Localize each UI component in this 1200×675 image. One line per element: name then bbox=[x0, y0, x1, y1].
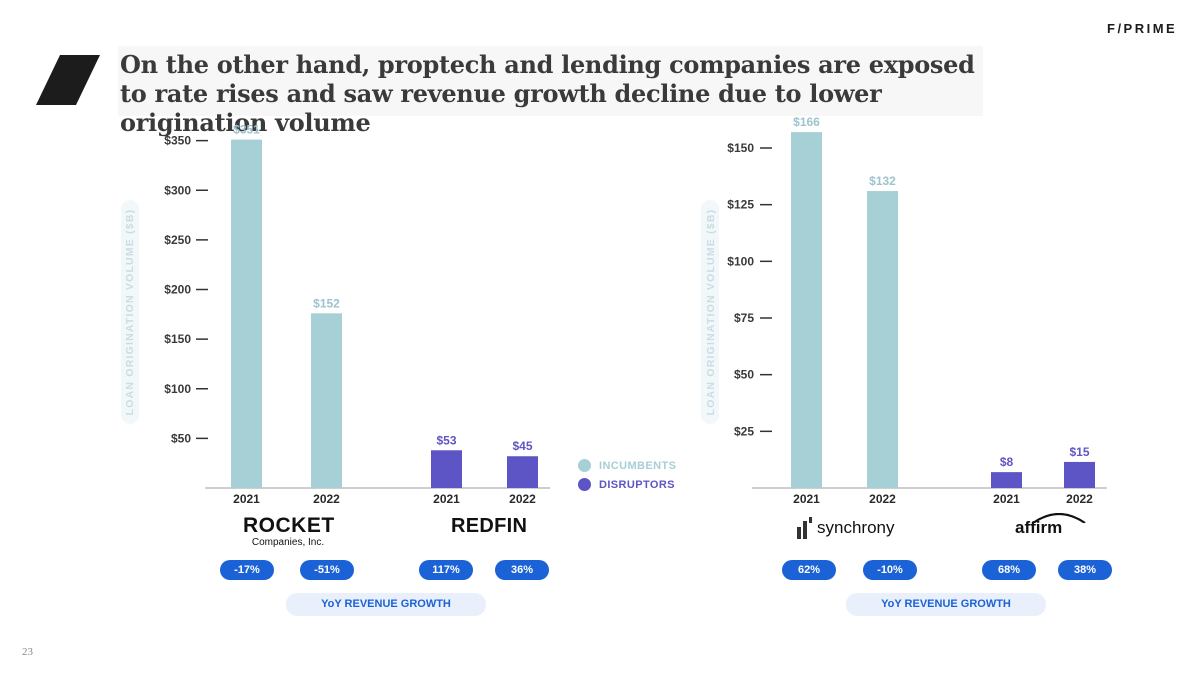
left-category-label-1: 2022 bbox=[313, 492, 340, 506]
right-tick-label-5: $150 bbox=[727, 141, 754, 155]
left-bar-value-label-3: $45 bbox=[512, 439, 532, 453]
left-tick-label-3: $200 bbox=[164, 283, 191, 297]
right-bar-value-label-3: $15 bbox=[1069, 445, 1089, 459]
right-bar-value-label-0: $166 bbox=[793, 115, 820, 129]
left-tick-label-2: $150 bbox=[164, 332, 191, 346]
legend-label-disruptors: DISRUPTORS bbox=[599, 478, 675, 491]
slide-title: On the other hand, proptech and lending … bbox=[120, 50, 975, 137]
growth-pill-affirm-2021: 68% bbox=[982, 560, 1036, 580]
legend-label-incumbents: INCUMBENTS bbox=[599, 459, 677, 472]
synchrony-logo: synchrony bbox=[797, 517, 894, 539]
left-category-label-2: 2021 bbox=[433, 492, 460, 506]
right-bar-3 bbox=[1064, 461, 1095, 488]
left-tick-label-0: $50 bbox=[171, 431, 191, 445]
growth-pill-redfin-2022: 36% bbox=[495, 560, 549, 580]
left-bar-value-label-1: $152 bbox=[313, 296, 340, 310]
left-y-axis-label: LOAN ORIGINATION VOLUME ($B) bbox=[124, 209, 136, 416]
incumbents-swatch bbox=[578, 459, 591, 472]
right-tick-label-1: $50 bbox=[734, 368, 754, 382]
left-bar-2 bbox=[431, 450, 462, 488]
right-bar-value-label-2: $8 bbox=[1000, 455, 1014, 469]
left-bar-1 bbox=[311, 313, 342, 488]
rocket-logo: ROCKET Companies, Inc. bbox=[243, 514, 335, 549]
left-category-label-0: 2021 bbox=[233, 492, 260, 506]
brand-logo: F/PRIME bbox=[1107, 21, 1178, 36]
right-bar-0 bbox=[791, 132, 822, 488]
slash-emblem-icon bbox=[36, 55, 100, 105]
right-category-label-2: 2021 bbox=[993, 492, 1020, 506]
left-ylabel-background bbox=[121, 200, 139, 424]
left-bar-value-label-0: $351 bbox=[233, 123, 260, 137]
right-bar-value-label-1: $132 bbox=[869, 174, 896, 188]
rocket-logo-subtitle: Companies, Inc. bbox=[251, 537, 325, 548]
right-y-axis-label: LOAN ORIGINATION VOLUME ($B) bbox=[705, 209, 717, 416]
right-ylabel-background bbox=[701, 200, 719, 424]
left-tick-label-5: $300 bbox=[164, 183, 191, 197]
right-category-label-0: 2021 bbox=[793, 492, 820, 506]
affirm-arc-icon bbox=[1032, 513, 1086, 523]
right-bar-2 bbox=[991, 472, 1022, 488]
left-bar-0 bbox=[231, 139, 262, 488]
synchrony-mark-icon bbox=[797, 517, 812, 539]
right-category-label-1: 2022 bbox=[869, 492, 896, 506]
growth-pill-synchrony-2022: -10% bbox=[863, 560, 917, 580]
yoy-growth-label-right: YoY REVENUE GROWTH bbox=[846, 593, 1046, 616]
right-bar-1 bbox=[867, 191, 898, 488]
left-tick-label-6: $350 bbox=[164, 134, 191, 148]
growth-pill-synchrony-2021: 62% bbox=[782, 560, 836, 580]
growth-pill-rocket-2021: -17% bbox=[220, 560, 274, 580]
synchrony-wordmark: synchrony bbox=[817, 518, 895, 537]
page-number: 23 bbox=[22, 646, 33, 658]
disruptors-swatch bbox=[578, 478, 591, 491]
right-tick-label-3: $100 bbox=[727, 254, 754, 268]
legend-item-disruptors: DISRUPTORS bbox=[578, 475, 676, 494]
growth-pill-rocket-2022: -51% bbox=[300, 560, 354, 580]
left-bar-3 bbox=[507, 456, 538, 488]
right-tick-label-4: $125 bbox=[727, 198, 754, 212]
growth-pill-redfin-2021: 117% bbox=[419, 560, 473, 580]
rocket-logo-wordmark: ROCKET bbox=[243, 514, 335, 537]
redfin-logo: REDFIN bbox=[451, 515, 528, 537]
left-category-label-3: 2022 bbox=[509, 492, 536, 506]
growth-pill-affirm-2022: 38% bbox=[1058, 560, 1112, 580]
right-tick-label-2: $75 bbox=[734, 311, 754, 325]
left-tick-label-4: $250 bbox=[164, 233, 191, 247]
legend-item-incumbents: INCUMBENTS bbox=[578, 456, 676, 475]
left-tick-label-1: $100 bbox=[164, 382, 191, 396]
left-bar-value-label-2: $53 bbox=[436, 433, 456, 447]
affirm-wordmark: affirm bbox=[1015, 518, 1063, 537]
chart-legend: INCUMBENTS DISRUPTORS bbox=[578, 456, 676, 494]
affirm-logo: affirm bbox=[1015, 513, 1086, 538]
right-category-label-3: 2022 bbox=[1066, 492, 1093, 506]
title-background bbox=[118, 46, 983, 116]
right-tick-label-0: $25 bbox=[734, 424, 754, 438]
yoy-growth-label-left: YoY REVENUE GROWTH bbox=[286, 593, 486, 616]
